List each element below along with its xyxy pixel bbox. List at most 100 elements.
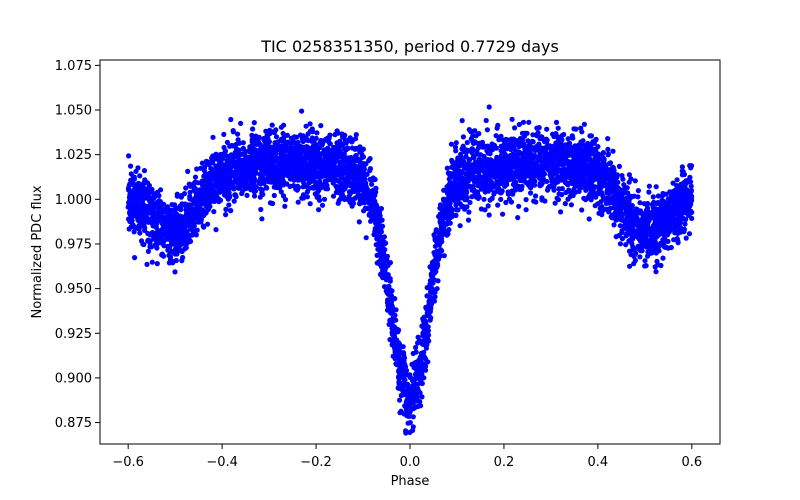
data-point [235,158,241,164]
data-point [592,184,598,190]
data-point [358,166,364,172]
data-point [610,183,616,189]
data-point [307,121,313,127]
data-point [300,195,307,201]
data-point [463,154,469,160]
data-point [281,122,287,128]
data-point [552,143,559,149]
data-point [200,223,206,229]
data-point [688,193,695,199]
data-point [464,175,470,181]
data-point [389,307,395,313]
data-point [640,239,647,245]
data-point [159,227,165,233]
data-point [671,208,677,214]
data-point [148,206,154,212]
data-point [334,153,340,159]
data-point [579,207,585,213]
data-point [389,319,395,325]
data-point [357,170,363,176]
data-point [674,177,680,183]
data-point [684,187,690,193]
data-point [581,195,587,201]
data-point [336,198,342,204]
data-point [154,261,160,267]
data-point [605,151,612,157]
data-point [416,359,422,365]
data-point [558,157,564,163]
data-point [253,163,259,170]
data-point [688,208,694,214]
data-point [504,153,510,159]
data-point [459,181,465,187]
data-point [554,156,560,163]
data-point [314,174,320,180]
data-point [181,229,187,235]
data-point [227,207,234,214]
data-point [145,230,151,237]
data-point [484,127,490,133]
data-point [352,136,359,142]
data-point [658,226,664,232]
data-point [663,244,669,251]
data-point [423,320,429,326]
data-point [349,145,355,151]
data-point [379,242,385,248]
data-point [266,168,272,174]
data-point [352,195,358,201]
data-point [482,165,489,171]
data-point [374,252,380,258]
data-point [242,167,248,173]
data-point [611,222,617,228]
data-point [435,278,441,284]
data-point [363,235,369,241]
data-point [488,178,494,184]
data-point [607,160,614,166]
data-point [167,243,173,249]
data-point [185,168,191,174]
data-point [300,133,306,139]
data-point [383,284,389,290]
data-point [226,193,233,199]
data-point [126,202,132,208]
data-point [632,178,638,184]
data-point [576,183,582,190]
data-point [466,209,472,215]
data-point [502,142,508,148]
data-point [469,146,475,152]
data-point [263,149,269,155]
data-point [369,181,375,187]
data-point [540,154,546,160]
data-point [238,120,244,126]
data-point [316,207,322,213]
data-point [644,202,650,208]
data-point [493,133,499,139]
data-point [187,189,193,195]
data-point [368,202,374,208]
data-point [483,117,489,124]
data-point [544,126,550,132]
data-point [663,201,669,207]
data-point [361,170,367,176]
data-point [509,116,515,122]
data-point [295,154,301,160]
data-point [312,183,318,189]
data-point [624,231,630,237]
data-point [470,154,476,160]
data-point [210,134,216,140]
data-point [321,147,327,153]
data-point [427,289,434,295]
data-point [452,165,458,171]
data-point [261,137,267,143]
data-point [562,179,569,185]
data-point [135,165,141,171]
data-point [182,236,188,242]
data-point [655,193,662,199]
data-point [474,148,480,154]
data-point [555,197,562,203]
data-point [196,212,203,218]
data-point [434,286,440,292]
data-point [327,140,333,147]
data-point [357,201,363,207]
data-point [569,133,575,139]
